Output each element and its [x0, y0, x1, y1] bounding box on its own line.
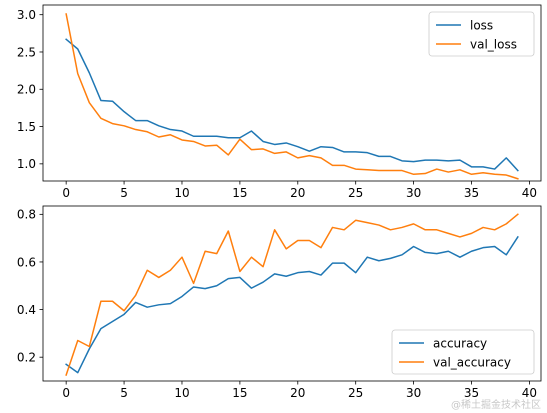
x-tick-label: 0 [62, 386, 70, 400]
x-tick-label: 5 [120, 186, 128, 200]
x-tick-label: 5 [120, 386, 128, 400]
x-tick-label: 40 [522, 186, 537, 200]
y-tick-label: 1.0 [17, 157, 36, 171]
y-tick-label: 0.8 [17, 208, 36, 222]
x-tick-label: 20 [290, 186, 305, 200]
legend-label-val-loss: val_loss [470, 37, 517, 51]
legend: loss val_loss [428, 11, 535, 57]
y-tick-label: 0.2 [17, 350, 36, 364]
y-tick-label: 3.0 [17, 8, 36, 22]
y-tick-label: 0.6 [17, 255, 36, 269]
legend-box [428, 11, 535, 57]
x-tick-label: 35 [464, 186, 479, 200]
x-tick-label: 15 [232, 386, 247, 400]
x-tick-label: 35 [464, 386, 479, 400]
legend-label-loss: loss [470, 18, 493, 32]
series-line-val-accuracy [65, 213, 519, 376]
watermark: @稀土掘金技术社区 [451, 400, 541, 411]
legend-label-val-accuracy: val_accuracy [433, 355, 511, 369]
legend: accuracy val_accuracy [391, 329, 535, 375]
x-tick-label: 25 [348, 386, 363, 400]
series-line-accuracy [65, 235, 519, 374]
axes-frame [42, 205, 542, 382]
legend-box [391, 329, 535, 375]
y-tick-label: 1.5 [17, 120, 36, 134]
y-tick-label: 2.0 [17, 83, 36, 97]
subplot-1: 0 5 10 15 20 25 30 35 40 1.0 1.5 2.0 2.5 3.0 loss val_l… [17, 4, 542, 200]
x-tick-label: 30 [406, 186, 421, 200]
series-line-val-loss [65, 13, 519, 180]
axes-frame [42, 4, 542, 182]
legend-label-accuracy: accuracy [433, 336, 487, 350]
x-tick-label: 10 [174, 186, 189, 200]
x-tick-label: 30 [406, 386, 421, 400]
x-tick-label: 20 [290, 386, 305, 400]
x-tick-label: 40 [522, 386, 537, 400]
y-tick-label: 2.5 [17, 45, 36, 59]
x-tick-label: 15 [232, 186, 247, 200]
x-tick-label: 10 [174, 386, 189, 400]
x-tick-label: 0 [62, 186, 70, 200]
subplot-2: 0 5 10 15 20 25 30 35 40 0.2 0.4 0.6 0.8 accuracy val_… [17, 205, 542, 400]
x-tick-label: 25 [348, 186, 363, 200]
series-line-loss [65, 38, 519, 172]
y-tick-label: 0.4 [17, 303, 36, 317]
